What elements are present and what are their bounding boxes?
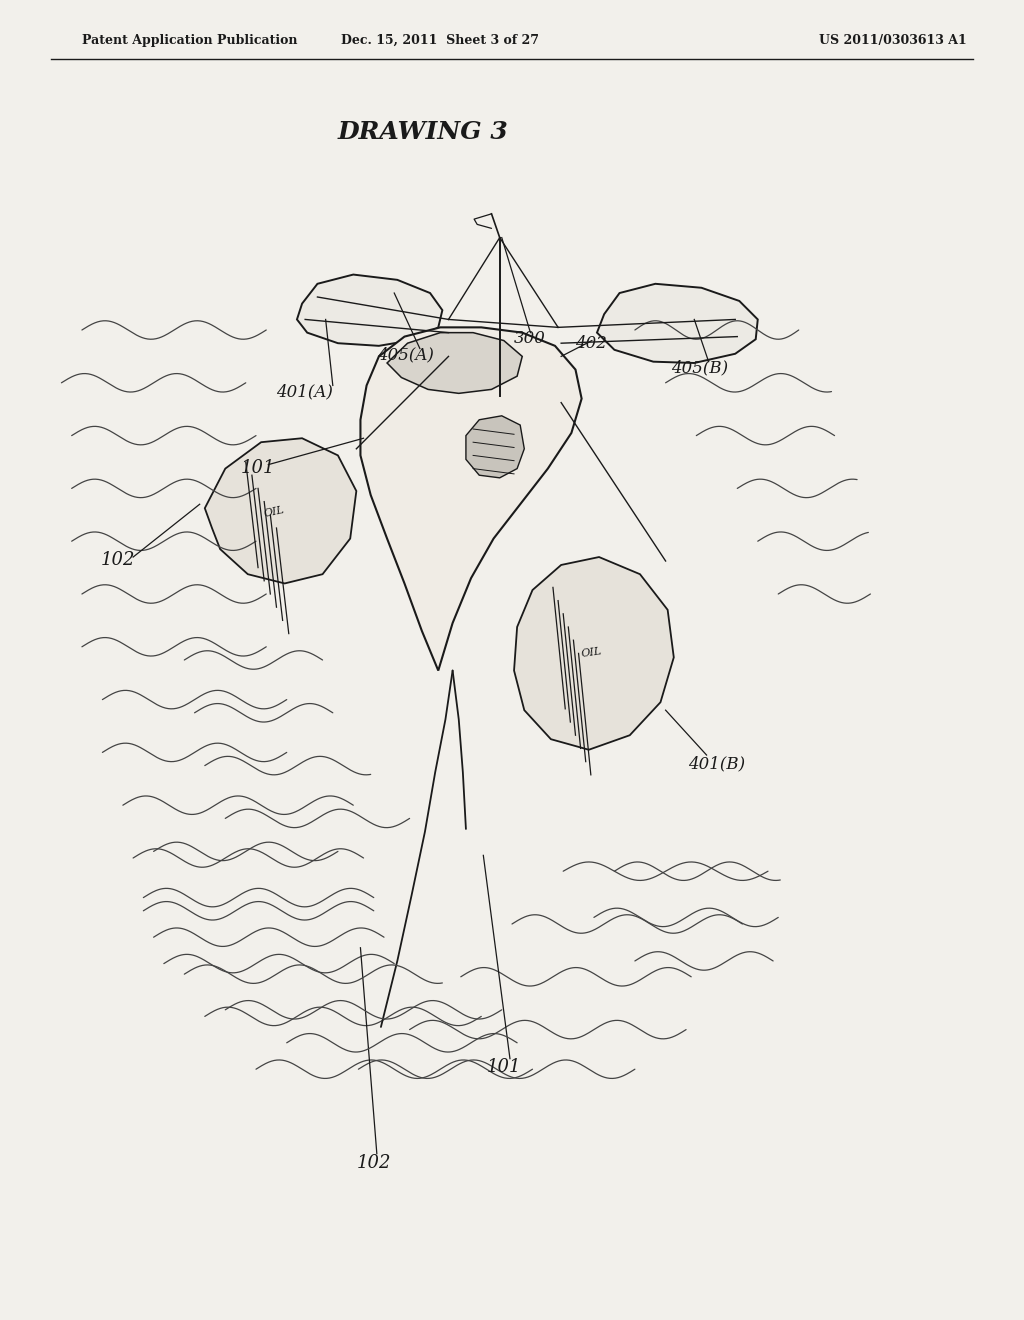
Text: DRAWING 3: DRAWING 3 (338, 120, 509, 144)
Text: Patent Application Publication: Patent Application Publication (82, 33, 297, 46)
Text: 405(B): 405(B) (671, 359, 728, 376)
Text: 102: 102 (356, 1154, 391, 1172)
Polygon shape (297, 275, 442, 346)
Polygon shape (466, 416, 524, 478)
Text: 401(B): 401(B) (688, 755, 745, 772)
Text: 102: 102 (100, 550, 135, 569)
Text: 101: 101 (241, 458, 275, 477)
Polygon shape (205, 438, 356, 583)
Text: US 2011/0303613 A1: US 2011/0303613 A1 (819, 33, 967, 46)
Polygon shape (597, 284, 758, 363)
Polygon shape (514, 557, 674, 750)
Polygon shape (360, 327, 582, 671)
Text: 401(A): 401(A) (276, 383, 334, 400)
Text: 300: 300 (514, 330, 546, 347)
Text: OIL: OIL (263, 506, 286, 520)
Text: 402: 402 (575, 335, 607, 352)
Text: Dec. 15, 2011  Sheet 3 of 27: Dec. 15, 2011 Sheet 3 of 27 (341, 33, 540, 46)
Text: 101: 101 (486, 1057, 521, 1076)
Text: 405(A): 405(A) (377, 346, 434, 363)
Text: OIL: OIL (581, 647, 603, 660)
Polygon shape (387, 333, 522, 393)
